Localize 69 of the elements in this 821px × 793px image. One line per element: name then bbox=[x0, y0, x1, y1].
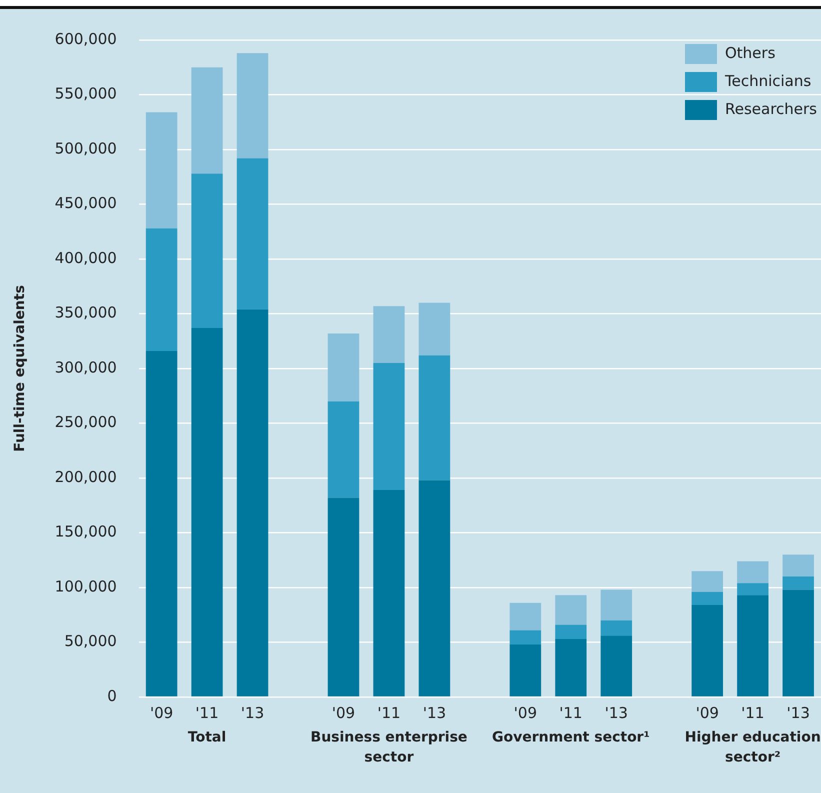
x-tick-label: '11 bbox=[377, 704, 401, 722]
bar bbox=[692, 571, 723, 592]
x-tick-label: '11 bbox=[741, 704, 764, 722]
text: Government sector¹ bbox=[492, 730, 650, 746]
y-tick-label: 450,000 bbox=[54, 194, 117, 212]
x-tick-label: '09 bbox=[332, 704, 356, 722]
bar bbox=[373, 490, 405, 696]
bar bbox=[328, 401, 360, 498]
x-tick-label: '13 bbox=[240, 704, 264, 722]
bar bbox=[191, 328, 223, 696]
x-tick-label: '13 bbox=[422, 704, 446, 722]
y-tick-label: 600,000 bbox=[54, 30, 117, 48]
x-tick-label: '09 bbox=[150, 704, 174, 722]
bar bbox=[236, 158, 268, 310]
text: Higher education sector² bbox=[684, 730, 821, 766]
bar bbox=[328, 333, 360, 402]
y-tick-label: 50,000 bbox=[64, 632, 117, 650]
y-axis-title: Full-time equivalents bbox=[12, 285, 28, 452]
bar bbox=[782, 554, 814, 577]
legend-label: Researchers bbox=[724, 100, 818, 118]
x-tick-label: '13 bbox=[786, 704, 810, 722]
bar bbox=[373, 306, 405, 364]
y-tick-label: 150,000 bbox=[54, 522, 117, 541]
y-tick-label: 250,000 bbox=[54, 413, 117, 432]
bar bbox=[510, 630, 542, 644]
x-tick-label: '09 bbox=[514, 704, 537, 722]
bar bbox=[555, 638, 587, 696]
bar bbox=[373, 363, 405, 490]
bar bbox=[555, 624, 587, 639]
bar bbox=[600, 590, 632, 620]
bar bbox=[191, 67, 223, 174]
x-tick-label: '09 bbox=[696, 704, 719, 722]
y-tick-label: 300,000 bbox=[54, 358, 117, 376]
bar bbox=[555, 595, 587, 625]
bar bbox=[737, 561, 768, 584]
bar bbox=[782, 576, 814, 590]
text: Total bbox=[188, 730, 226, 746]
y-tick-label: 550,000 bbox=[54, 84, 117, 103]
bar bbox=[782, 590, 814, 696]
bar bbox=[191, 174, 223, 328]
bar bbox=[146, 350, 178, 696]
y-tick-label: 400,000 bbox=[54, 248, 117, 267]
bar bbox=[737, 595, 768, 696]
x-tick-label: '11 bbox=[195, 704, 219, 722]
y-tick-label: 100,000 bbox=[54, 577, 117, 596]
bar bbox=[328, 498, 360, 696]
bar bbox=[418, 480, 450, 696]
y-tick-label: 500,000 bbox=[54, 139, 117, 158]
bar bbox=[600, 620, 632, 636]
bar bbox=[600, 636, 632, 696]
bar bbox=[146, 228, 178, 351]
bar bbox=[146, 112, 178, 228]
bar bbox=[737, 583, 768, 596]
text: Business enterprise sector bbox=[310, 730, 468, 766]
bar bbox=[510, 602, 542, 630]
bar bbox=[510, 644, 542, 696]
x-tick-label: '13 bbox=[604, 704, 628, 722]
x-tick-label: '11 bbox=[559, 704, 582, 722]
y-tick-label: 0 bbox=[107, 686, 117, 705]
bar bbox=[692, 605, 723, 696]
bar bbox=[692, 592, 723, 606]
legend-label: Technicians bbox=[724, 72, 812, 90]
bar bbox=[418, 355, 450, 480]
bar bbox=[236, 309, 268, 696]
legend-label: Others bbox=[724, 44, 776, 62]
bar bbox=[418, 302, 450, 356]
bar bbox=[236, 53, 268, 158]
y-tick-label: 200,000 bbox=[54, 468, 117, 486]
y-tick-label: 350,000 bbox=[54, 304, 117, 322]
